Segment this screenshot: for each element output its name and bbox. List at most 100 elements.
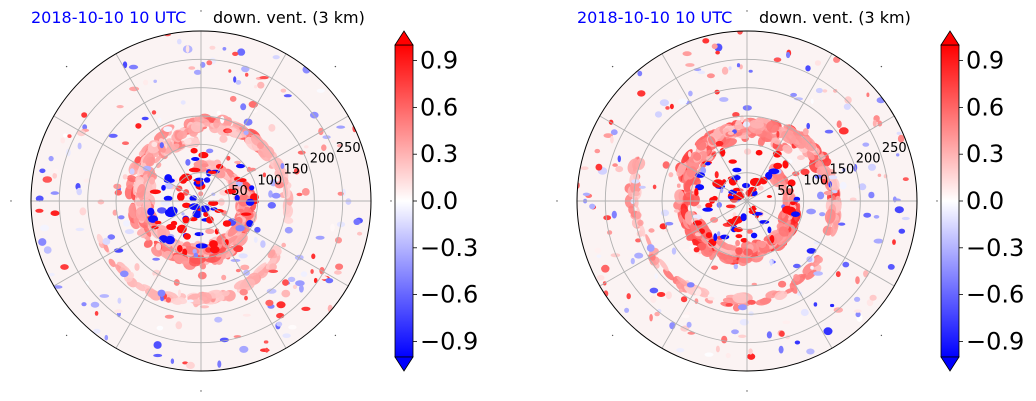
field-cell <box>316 88 325 93</box>
field-cell <box>197 271 207 280</box>
field-cell <box>800 168 810 176</box>
plot-boundary <box>30 30 372 372</box>
field-cell <box>155 162 162 169</box>
grid-spoke <box>200 53 287 202</box>
field-cell <box>739 318 749 326</box>
field-cell <box>81 302 87 307</box>
field-cell <box>226 155 231 161</box>
field-cell <box>52 172 57 179</box>
field-cell <box>767 226 772 234</box>
field-cell <box>830 303 835 308</box>
field-cell <box>192 248 197 254</box>
field-cell <box>721 66 729 75</box>
field-cell <box>749 119 764 129</box>
field-cell <box>793 198 800 203</box>
field-cell <box>740 213 747 222</box>
grid-spoke <box>53 115 202 202</box>
field-cell <box>610 129 618 136</box>
field-cell <box>81 112 88 118</box>
field-cell <box>736 63 741 68</box>
field-cell <box>206 216 214 224</box>
field-cell <box>802 128 809 136</box>
field-cell <box>782 160 789 169</box>
field-cell <box>50 191 59 195</box>
radial-tick-label: 200 <box>856 152 881 167</box>
field-cell <box>754 129 763 135</box>
grid-spoke <box>200 115 349 202</box>
field-cell <box>819 212 826 217</box>
field-cell <box>124 229 135 235</box>
field-cell <box>843 103 851 110</box>
field-cell <box>203 211 209 217</box>
field-cell <box>731 329 739 335</box>
field-cell <box>627 158 640 175</box>
field-cell <box>747 353 756 360</box>
field-cell <box>685 63 695 67</box>
field-cell <box>252 262 267 275</box>
field-cell <box>705 232 713 239</box>
field-cell <box>679 288 683 293</box>
field-cell <box>177 38 182 45</box>
field-cell <box>336 125 346 129</box>
field-cell <box>664 221 674 226</box>
field-cell <box>814 174 823 179</box>
field-cell <box>142 165 152 171</box>
field-cell <box>208 200 219 206</box>
field-cell <box>304 145 309 149</box>
field-cell <box>806 208 816 215</box>
grid-spoke <box>115 200 202 349</box>
grid-spoke <box>746 115 895 202</box>
field-cell <box>108 258 116 268</box>
field-cell <box>233 76 237 83</box>
field-cell <box>714 171 719 179</box>
field-cell <box>190 121 203 133</box>
panel-right: 2018-10-10 10 UTC down. vent. (3 km) 50 1… <box>546 0 1036 401</box>
field-cell <box>827 175 838 180</box>
field-cell <box>897 134 905 143</box>
field-cell <box>141 143 150 153</box>
field-cell <box>768 168 780 175</box>
field-cell <box>253 236 258 243</box>
field-cell <box>715 140 724 147</box>
field-cell <box>242 313 251 317</box>
field-cell <box>96 233 104 244</box>
field-cell <box>665 291 672 300</box>
field-cell <box>816 166 827 176</box>
field-cell <box>748 69 753 73</box>
radial-tick-label: 100 <box>803 173 828 188</box>
field-cell <box>830 220 839 237</box>
field-cell <box>143 79 149 86</box>
field-cell <box>116 105 124 109</box>
field-cell <box>624 307 630 313</box>
field-cell <box>177 192 185 202</box>
field-cell <box>813 271 823 276</box>
field-cell <box>872 119 877 128</box>
field-cell <box>330 139 337 143</box>
field-cell <box>702 207 713 212</box>
field-cell <box>236 164 245 169</box>
field-cell <box>765 171 773 180</box>
field-cell <box>728 159 737 164</box>
angle-tick <box>556 200 558 202</box>
field-cell <box>244 295 248 301</box>
field-cell <box>136 200 142 207</box>
field-cell <box>694 288 702 296</box>
field-cell <box>160 296 165 302</box>
field-cell <box>238 253 248 259</box>
angle-tick <box>936 200 938 202</box>
field-cell <box>196 180 201 185</box>
field-cell <box>662 161 670 169</box>
field-cell <box>296 192 303 197</box>
field-cell <box>887 264 895 270</box>
field-cell <box>766 331 772 339</box>
field-cell <box>245 198 255 206</box>
field-cell <box>288 324 297 330</box>
field-cell <box>315 235 325 240</box>
field-cell <box>153 341 162 349</box>
field-cell <box>902 177 909 182</box>
field-cell <box>810 98 814 105</box>
field-cell <box>164 314 174 319</box>
field-cell <box>218 198 225 206</box>
